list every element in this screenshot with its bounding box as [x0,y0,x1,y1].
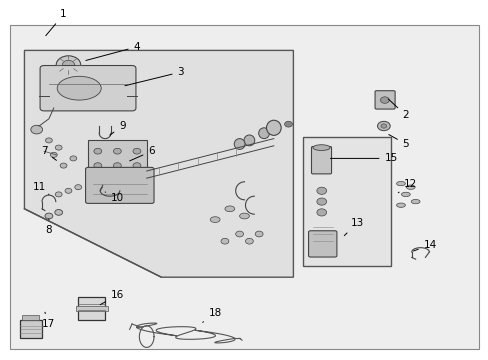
Ellipse shape [50,152,57,157]
Circle shape [316,198,326,205]
Text: 5: 5 [388,135,408,149]
Circle shape [65,188,72,193]
Ellipse shape [244,135,254,146]
FancyBboxPatch shape [374,91,394,109]
Circle shape [31,125,42,134]
Text: 17: 17 [42,312,56,329]
Circle shape [245,238,253,244]
Circle shape [133,148,141,154]
Circle shape [55,192,62,197]
FancyBboxPatch shape [78,297,105,320]
Ellipse shape [396,181,405,186]
Circle shape [75,185,81,190]
Text: 11: 11 [32,182,49,194]
Ellipse shape [234,139,244,149]
Circle shape [94,148,102,154]
Text: 8: 8 [45,219,52,235]
Circle shape [377,121,389,131]
Text: 14: 14 [412,240,436,251]
Circle shape [94,163,102,168]
Ellipse shape [224,206,234,212]
Ellipse shape [210,217,220,222]
Ellipse shape [396,203,405,207]
Circle shape [380,97,388,103]
Ellipse shape [312,145,329,150]
Text: 13: 13 [344,218,363,236]
FancyBboxPatch shape [311,147,331,174]
Ellipse shape [406,185,414,189]
Text: 1: 1 [46,9,67,36]
FancyBboxPatch shape [40,66,136,111]
Text: 18: 18 [203,308,222,322]
Ellipse shape [55,145,62,150]
FancyBboxPatch shape [76,306,107,311]
FancyBboxPatch shape [22,315,39,320]
FancyBboxPatch shape [88,140,146,173]
Text: 6: 6 [129,146,155,161]
Text: 4: 4 [85,42,140,60]
Ellipse shape [57,76,101,100]
Circle shape [62,60,74,69]
Circle shape [316,209,326,216]
Ellipse shape [266,120,281,135]
Circle shape [45,213,53,219]
FancyBboxPatch shape [303,137,390,266]
Ellipse shape [45,138,52,143]
Ellipse shape [410,199,419,204]
Ellipse shape [70,156,77,161]
FancyBboxPatch shape [85,167,154,203]
FancyBboxPatch shape [10,25,478,349]
Text: 2: 2 [387,99,408,120]
Ellipse shape [239,213,249,219]
Text: 3: 3 [125,67,184,86]
Circle shape [113,163,121,168]
Circle shape [56,56,81,74]
Circle shape [221,238,228,244]
Text: 9: 9 [110,121,125,135]
Ellipse shape [401,192,409,197]
Text: 16: 16 [100,290,124,305]
FancyBboxPatch shape [20,320,41,338]
Text: 15: 15 [330,153,397,163]
Circle shape [235,231,243,237]
Circle shape [316,187,326,194]
Ellipse shape [60,163,67,168]
Text: 10: 10 [105,192,123,203]
Circle shape [55,210,62,215]
Text: 7: 7 [41,146,56,160]
Circle shape [255,231,263,237]
Circle shape [380,124,386,128]
FancyBboxPatch shape [308,231,336,257]
Circle shape [284,121,292,127]
Ellipse shape [258,128,269,139]
Text: 12: 12 [398,179,417,193]
Polygon shape [24,50,293,277]
Circle shape [133,163,141,168]
Circle shape [113,148,121,154]
